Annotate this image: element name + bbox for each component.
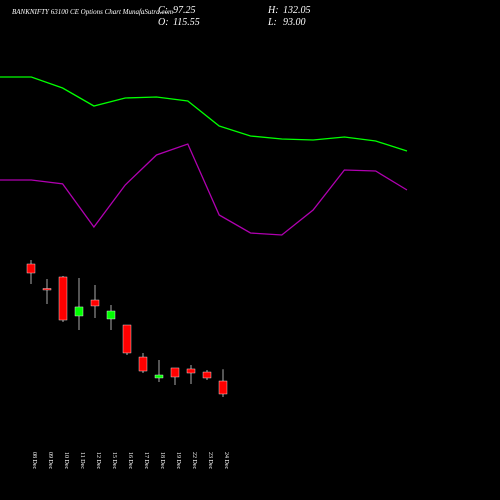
info-key: H: [267, 5, 279, 16]
indicator-line [0, 143, 408, 236]
x-tick-label: 08 Dec [31, 452, 37, 469]
x-tick-label: 24 Dec [223, 452, 229, 469]
candle-body [74, 306, 84, 317]
x-tick-label: 15 Dec [111, 452, 117, 469]
candle-body [42, 288, 52, 291]
candle-body [106, 310, 116, 320]
candle-body [186, 368, 196, 374]
info-key: L: [267, 17, 277, 28]
indicator-line [0, 76, 408, 152]
x-tick-label: 19 Dec [175, 452, 181, 469]
candle-body [202, 371, 212, 379]
x-tick-label: 17 Dec [143, 452, 149, 469]
info-value: 115.55 [173, 17, 200, 28]
candle-body [154, 374, 164, 379]
candle-body [138, 356, 148, 372]
candle-body [122, 324, 132, 354]
x-tick-label: 16 Dec [127, 452, 133, 469]
candle-body [26, 263, 36, 274]
x-tick-label: 18 Dec [159, 452, 165, 469]
x-tick-label: 11 Dec [79, 452, 85, 469]
info-value: 97.25 [173, 5, 196, 16]
info-key: O: [158, 17, 169, 28]
x-tick-label: 09 Dec [47, 452, 53, 469]
info-value: 93.00 [283, 17, 306, 28]
chart-title: BANKNIFTY 63100 CE Options Chart MunafaS… [12, 8, 173, 16]
x-tick-label: 10 Dec [63, 452, 69, 469]
x-tick-label: 12 Dec [95, 452, 101, 469]
x-tick-label: 23 Dec [207, 452, 213, 469]
info-key: C: [158, 5, 168, 16]
candle-body [170, 367, 180, 378]
x-tick-label: 22 Dec [191, 452, 197, 469]
candle-body [218, 380, 228, 395]
info-value: 132.05 [283, 5, 311, 16]
candle-body [90, 299, 100, 307]
candle-body [58, 276, 68, 321]
